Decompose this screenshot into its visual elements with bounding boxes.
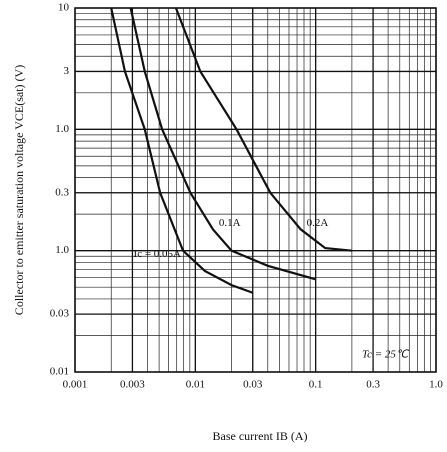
y-tick-label: 3 [64, 65, 70, 77]
x-tick-label: 0.01 [186, 379, 205, 391]
series-label: 0.1A [219, 217, 241, 229]
y-tick-label: 0.03 [50, 308, 70, 320]
data-line [174, 7, 352, 252]
x-tick-label: 0.03 [243, 379, 263, 391]
plot-frame [74, 7, 437, 373]
x-tick-label: 0.001 [63, 379, 88, 391]
annotation: Tc = 25℃ [362, 349, 410, 361]
series-label: Ic = 0.05A [134, 248, 181, 260]
y-tick-label: 0.01 [50, 366, 69, 378]
series-label: 0.2A [307, 217, 329, 229]
y-tick-label: 1.0 [55, 244, 69, 256]
y-tick-label: 0.3 [55, 186, 69, 198]
x-tick-label: 0.1 [309, 379, 323, 391]
data-line [129, 7, 316, 281]
y-tick-label: 10 [58, 2, 70, 14]
x-axis-label: Base current IB (A) [213, 429, 308, 443]
y-tick-label: 1.0 [55, 123, 69, 135]
x-tick-label: 1.0 [429, 379, 443, 391]
x-tick-label: 0.003 [120, 379, 145, 391]
x-tick-label: 0.3 [366, 379, 380, 391]
data-line [110, 7, 254, 294]
y-axis-label: Collector to emitter saturation voltage … [12, 65, 26, 315]
